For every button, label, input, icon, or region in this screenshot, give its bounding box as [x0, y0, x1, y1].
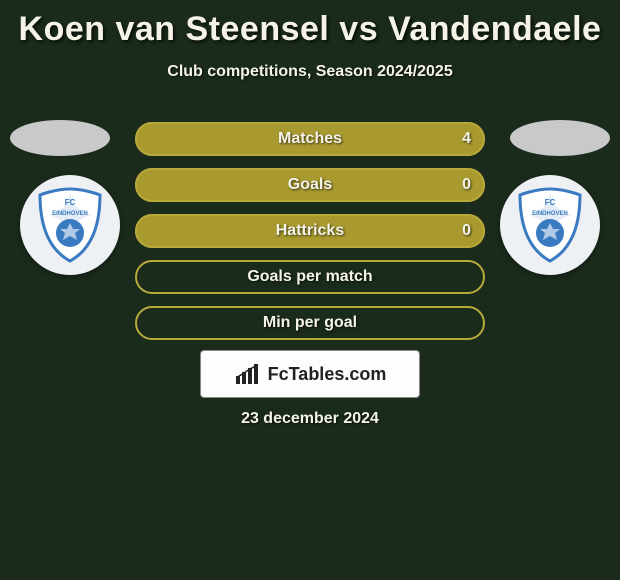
club-logo-icon: FC EINDHOVEN [510, 185, 590, 265]
stat-rows: Matches 4 Goals 0 Hattricks 0 Goals per … [135, 122, 485, 352]
club-logo-icon: FC EINDHOVEN [30, 185, 110, 265]
svg-text:FC: FC [65, 198, 76, 207]
club-badge-left: FC EINDHOVEN [20, 175, 120, 275]
branding-box: FcTables.com [200, 350, 420, 398]
svg-text:EINDHOVEN: EINDHOVEN [532, 211, 568, 217]
stat-label: Hattricks [276, 222, 344, 240]
stat-label: Matches [278, 130, 342, 148]
chart-icon [234, 362, 262, 386]
player-placeholder-right [510, 120, 610, 156]
stat-label: Goals [288, 176, 332, 194]
stat-label: Min per goal [263, 314, 357, 332]
page-subtitle: Club competitions, Season 2024/2025 [0, 63, 620, 81]
stat-row-min-per-goal: Min per goal [135, 306, 485, 340]
stat-row-hattricks: Hattricks 0 [135, 214, 485, 248]
stat-row-matches: Matches 4 [135, 122, 485, 156]
stat-row-goals: Goals 0 [135, 168, 485, 202]
svg-text:EINDHOVEN: EINDHOVEN [52, 211, 88, 217]
page-title: Koen van Steensel vs Vandendaele [0, 0, 620, 49]
stat-value: 0 [462, 222, 471, 240]
stat-label: Goals per match [247, 268, 372, 286]
svg-text:FC: FC [545, 198, 556, 207]
stat-value: 4 [462, 130, 471, 148]
stat-value: 0 [462, 176, 471, 194]
stat-row-goals-per-match: Goals per match [135, 260, 485, 294]
player-placeholder-left [10, 120, 110, 156]
club-badge-right: FC EINDHOVEN [500, 175, 600, 275]
date-text: 23 december 2024 [0, 410, 620, 428]
branding-text: FcTables.com [268, 364, 387, 385]
